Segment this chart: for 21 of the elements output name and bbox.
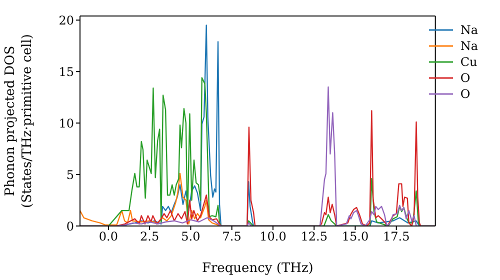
x-tick-label: 15.0: [342, 230, 369, 244]
legend-label: O: [460, 86, 470, 102]
x-axis-title: Frequency (THz): [202, 261, 314, 276]
legend-label: Na: [460, 22, 478, 38]
x-tick-label: 0.0: [98, 230, 118, 244]
y-tick-label: 20: [58, 13, 74, 28]
y-tick-label: 10: [58, 116, 74, 130]
x-tick-label: 2.5: [140, 230, 160, 244]
legend-label: Cu: [460, 54, 478, 70]
x-tick-label: 5.0: [181, 230, 200, 244]
y-tick-label: 5: [66, 168, 74, 182]
x-tick-label: 17.5: [382, 230, 410, 244]
y-tick-label: 15: [58, 64, 74, 79]
legend-label: O: [460, 70, 470, 86]
y-axis-title: Phonon projected DOS (States/THz·primitive cell): [3, 34, 35, 208]
x-tick-label: 7.5: [222, 230, 242, 244]
legend-label: Na: [460, 38, 478, 54]
y-tick-label: 0: [66, 219, 74, 234]
x-tick-label: 10.0: [260, 230, 286, 244]
line-series: [80, 172, 222, 226]
x-tick-label: 12.5: [300, 230, 328, 244]
